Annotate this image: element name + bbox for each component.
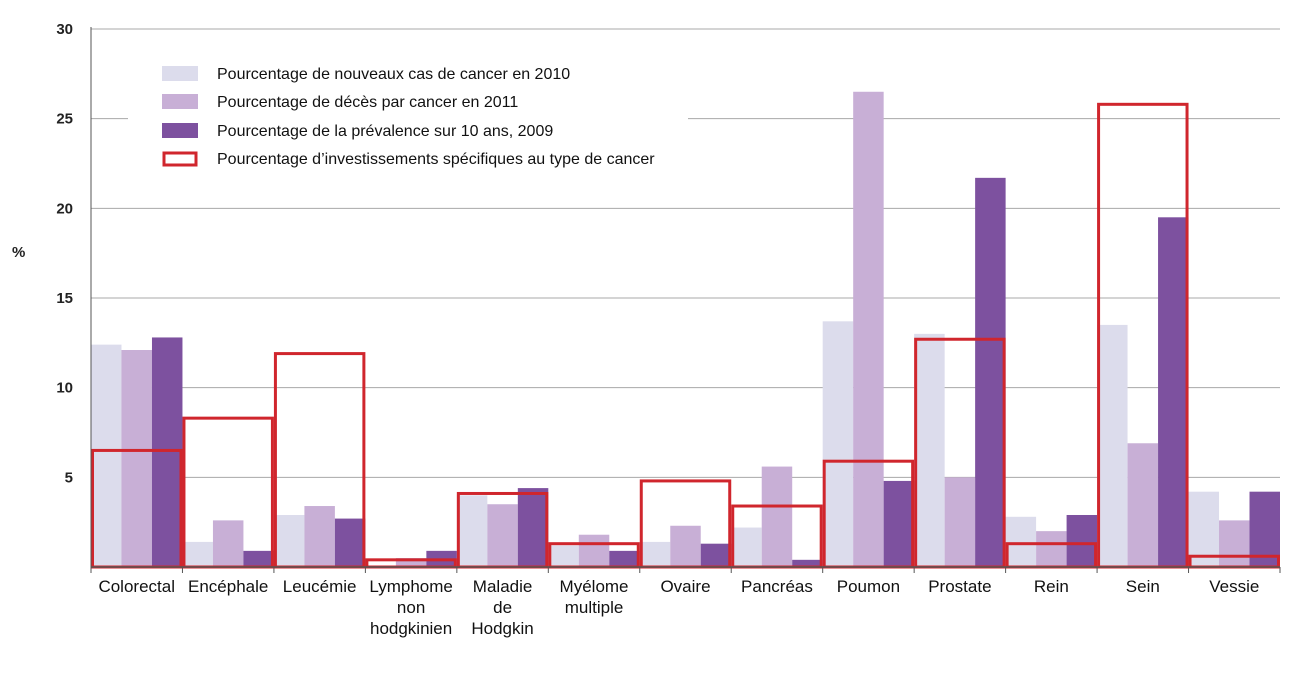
bar-series-2 [1219, 520, 1250, 567]
x-category-label: Lymphome non hodgkinien [369, 577, 452, 638]
x-category-label: Sein [1126, 577, 1160, 596]
bar-series-1 [1097, 324, 1128, 567]
legend-swatch [162, 123, 198, 138]
legend-label: Pourcentage de la prévalence sur 10 ans,… [217, 123, 553, 140]
legend-swatch [162, 66, 198, 81]
y-tick-labels: 5 10 15 20 25 30 [56, 21, 73, 486]
legend: Pourcentage de nouveaux cas de cancer en… [128, 52, 688, 180]
legend-swatch [162, 151, 198, 167]
legend-label: Pourcentage de décès par cancer en 2011 [217, 94, 518, 111]
y-tick-label: 30 [56, 21, 73, 38]
bar-series-3 [792, 559, 823, 567]
bar-series-2 [1036, 531, 1067, 567]
bar-series-2 [670, 525, 701, 567]
bar-series-1 [731, 527, 762, 567]
bars [91, 91, 1280, 568]
bar-series-3 [609, 550, 640, 567]
x-category-label: Ovaire [660, 577, 710, 596]
legend-background [128, 52, 688, 180]
bar-series-1 [456, 495, 488, 567]
x-category-label: Colorectal [98, 577, 175, 596]
bar-series-1 [91, 344, 122, 567]
legend-label: Pourcentage d’investissements spécifique… [217, 151, 655, 168]
legend-label: Pourcentage de nouveaux cas de cancer en… [217, 66, 570, 83]
bar-series-1 [822, 321, 854, 567]
y-tick-label: 15 [56, 290, 73, 307]
bar-series-2 [853, 91, 884, 568]
bar-series-3 [517, 488, 549, 567]
y-tick-label: 10 [56, 380, 73, 397]
y-tick-label: 5 [65, 469, 73, 486]
x-category-label: Prostate [928, 577, 991, 596]
y-tick-label: 25 [56, 111, 73, 128]
bar-series-3 [243, 550, 274, 567]
bar-series-2 [761, 466, 793, 567]
bar-series-3 [334, 518, 366, 567]
bar-series-1 [1005, 516, 1037, 567]
bar-series-2 [1127, 443, 1159, 567]
x-category-label: Encéphale [188, 577, 268, 596]
x-category-label: Poumon [837, 577, 900, 596]
bar-series-3 [700, 543, 732, 567]
bar-series-1 [639, 541, 671, 567]
x-category-label: Maladie de Hodgkin [471, 577, 533, 638]
bar-series-1 [182, 541, 213, 567]
bar-series-2 [944, 477, 976, 567]
y-tick-label: 20 [56, 200, 73, 217]
bar-series-1 [914, 333, 945, 567]
bar-series-2 [304, 506, 335, 567]
x-category-labels: Colorectal Encéphale Leucémie Lymphome non ho… [98, 577, 1259, 638]
bar-series-2 [487, 504, 518, 567]
bar-series-3 [151, 337, 183, 567]
bar-series-2 [212, 520, 244, 567]
bar-series-2 [395, 558, 427, 567]
axes [90, 27, 1281, 573]
bar-series-2 [121, 350, 152, 567]
bar-series-3 [883, 480, 915, 567]
legend-swatch [162, 94, 198, 109]
y-axis-label: % [12, 244, 25, 261]
bar-series-3 [1158, 217, 1189, 568]
bar-series-3 [1249, 491, 1280, 567]
x-category-label: Pancréas [741, 577, 813, 596]
bar-series-3 [975, 177, 1006, 567]
x-category-label: Myélome multiple [560, 577, 629, 617]
bar-series-1 [1188, 491, 1220, 567]
x-category-label: Rein [1034, 577, 1069, 596]
bar-series-1 [273, 514, 305, 567]
x-category-label: Vessie [1209, 577, 1259, 596]
bar-series-3 [1066, 514, 1098, 567]
x-category-label: Leucémie [283, 577, 357, 596]
bar-series-2 [578, 534, 610, 567]
bar-series-1 [548, 545, 579, 567]
